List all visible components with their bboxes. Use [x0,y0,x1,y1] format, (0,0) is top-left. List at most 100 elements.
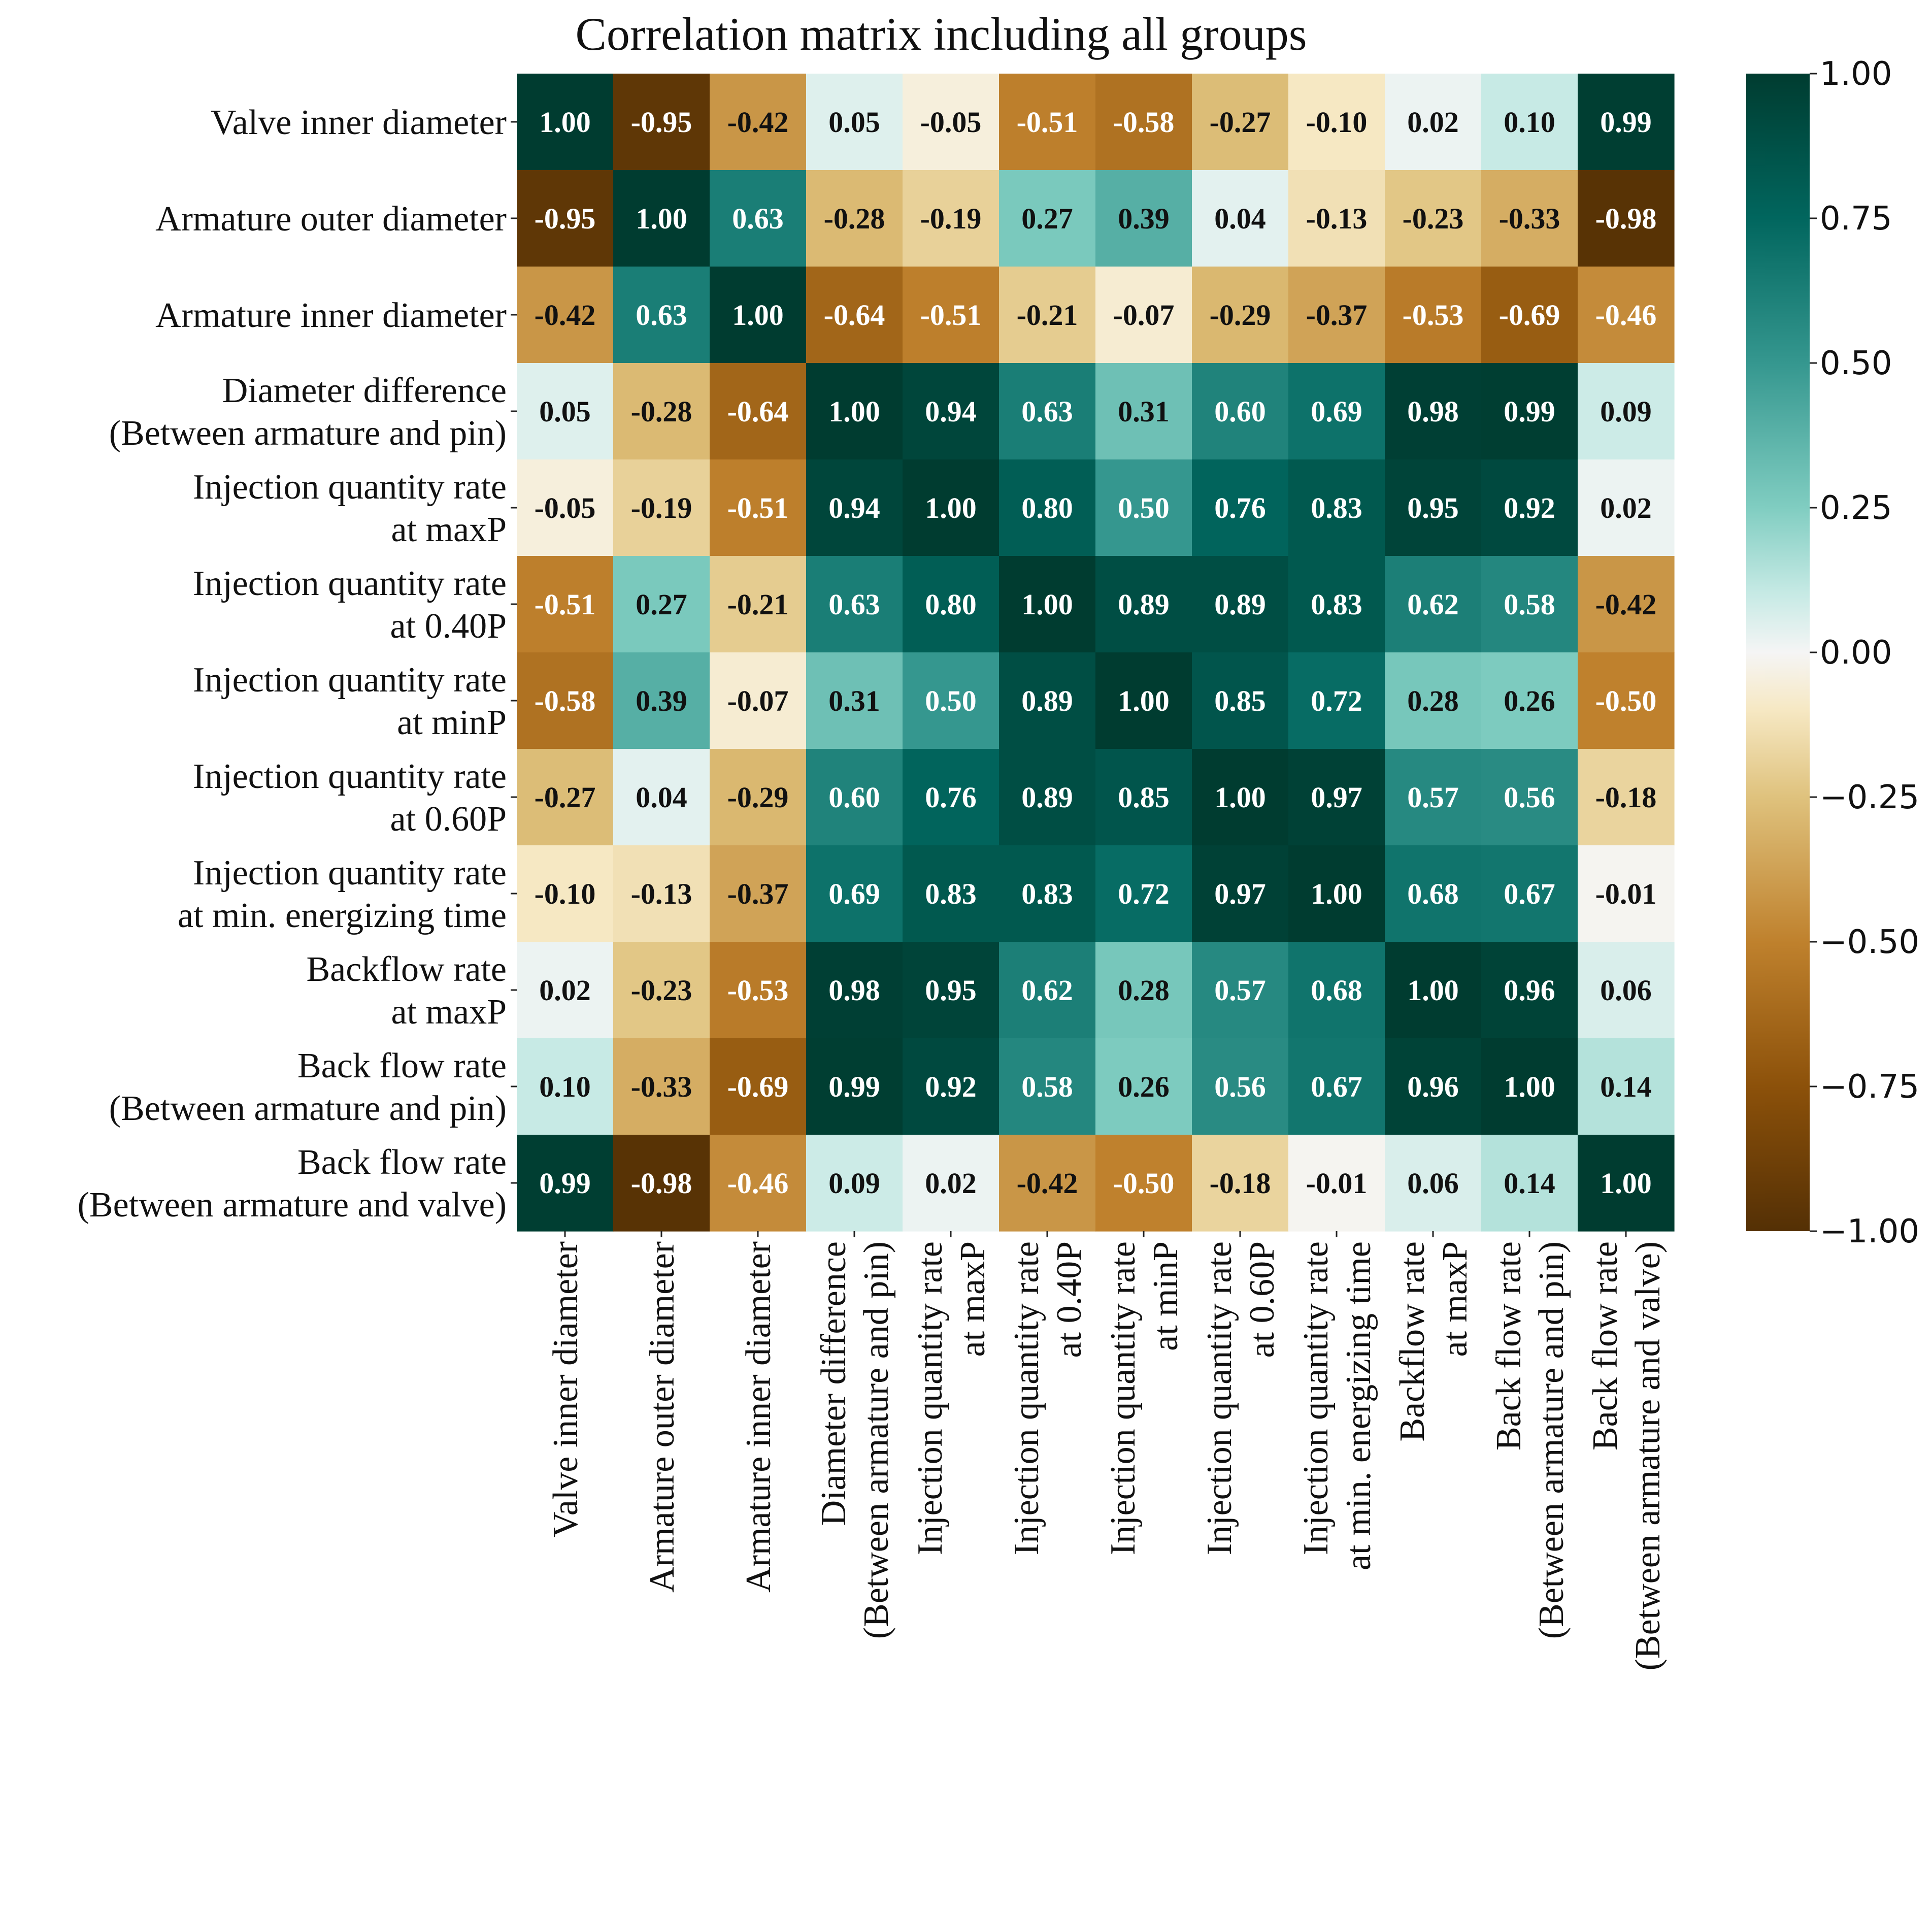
cell-value-label: 0.95 [925,974,977,1007]
heatmap-value-labels: 1.00 -0.95 -0.42 0.05 -0.05 -0.51 -0.58 -0.27 -0… [535,106,1657,1200]
cell-value-label: 0.02 [1600,491,1652,524]
heatmap-cell [517,459,614,556]
heatmap-cell [1288,74,1385,171]
heatmap-cell [1578,652,1675,749]
heatmap-cell [999,459,1096,556]
heatmap-cell [903,74,1000,171]
heatmap-cell [999,363,1096,460]
cell-value-label: 0.39 [1118,202,1170,235]
cell-value-label: 0.14 [1504,1167,1555,1200]
heatmap-cell [710,363,807,460]
cell-value-label: -0.37 [727,877,789,910]
cell-value-label: 0.80 [1021,491,1073,524]
heatmap-cell [710,459,807,556]
heatmap-cell [1192,652,1289,749]
cell-value-label: 0.27 [636,588,687,621]
cell-value-label: -0.28 [631,395,692,428]
cell-value-label: 0.85 [1214,684,1266,717]
x-tick-label: at minP [1146,1241,1185,1351]
cell-value-label: -0.27 [535,781,596,814]
cell-value-label: 0.60 [828,781,880,814]
cell-value-label: 0.63 [828,588,880,621]
heatmap-cell [1385,363,1482,460]
y-tick-label: (Between armature and valve) [78,1185,507,1225]
heatmap-cell [806,749,903,846]
heatmap-cell [1578,459,1675,556]
heatmap-cell [1385,845,1482,942]
cell-value-label: 0.02 [925,1167,977,1200]
cell-value-label: -0.53 [727,974,789,1007]
heatmap-cell [903,942,1000,1039]
heatmap-cell [613,267,710,364]
y-tick-label: Armature inner diameter [155,296,507,335]
heatmap-cell [903,1038,1000,1135]
cell-value-label: -0.58 [1113,106,1175,139]
cell-value-label: 1.00 [1504,1070,1555,1103]
cell-value-label: 0.39 [636,684,687,717]
heatmap-cell [1192,845,1289,942]
cell-value-label: 1.00 [1021,588,1073,621]
cell-value-label: -0.19 [920,202,982,235]
cell-value-label: 0.67 [1311,1070,1362,1103]
cell-value-label: -0.07 [727,684,789,717]
heatmap-cell [1095,459,1192,556]
cell-value-label: 0.76 [1214,491,1266,524]
heatmap-cell [710,1038,807,1135]
cell-value-label: 0.02 [1407,106,1459,139]
cell-value-label: -0.42 [727,106,789,139]
cell-value-label: -0.33 [631,1070,692,1103]
colorbar-tick-label: −0.50 [1820,924,1919,961]
heatmap-cell [1385,170,1482,267]
heatmap-cell [1578,556,1675,653]
heatmap-cell [1095,749,1192,846]
cell-value-label: 0.50 [925,684,977,717]
heatmap-cell [806,942,903,1039]
cell-value-label: -0.46 [1595,299,1657,332]
cell-value-label: -0.53 [1403,299,1464,332]
heatmap-cell [1578,749,1675,846]
cell-value-label: 0.68 [1311,974,1362,1007]
heatmap-cell [806,1135,903,1232]
cell-value-label: -0.01 [1306,1167,1368,1200]
x-tick-label-group: Injection quantity rate at 0.60P [1200,1241,1282,1555]
cell-value-label: 0.06 [1600,974,1652,1007]
y-tick-label: Injection quantity rate [193,468,507,507]
y-tick-label: at maxP [391,510,507,549]
x-tick-label: (Between armature and pin) [857,1241,896,1639]
cell-value-label: 0.62 [1407,588,1459,621]
heatmap-cell [903,556,1000,653]
cell-value-label: 0.92 [1504,491,1555,524]
x-tick-label-group: Armature inner diameter [739,1241,778,1593]
heatmap-cell [999,942,1096,1039]
y-tick-label: Diameter difference [222,371,507,410]
heatmap-cell [806,459,903,556]
colorbar-tick-label: 0.00 [1820,634,1892,672]
heatmap-cell [517,1135,614,1232]
cell-value-label: 1.00 [636,202,687,235]
cell-value-label: 0.98 [828,974,880,1007]
x-tick-label: Backflow rate [1393,1241,1432,1442]
x-axis: Valve inner diameter Armature outer diame… [546,1231,1668,1670]
heatmap-cell [613,652,710,749]
heatmap-cell [1288,267,1385,364]
heatmap-cell [1288,556,1385,653]
cell-value-label: 0.62 [1021,974,1073,1007]
heatmap-cell [903,267,1000,364]
x-tick-label-group: Injection quantity rate at min. energizin… [1296,1241,1378,1570]
heatmap-cell [517,749,614,846]
cell-value-label: 0.69 [1311,395,1362,428]
heatmap-cell [1578,267,1675,364]
cell-value-label: 0.26 [1504,684,1555,717]
cell-value-label: -0.64 [824,299,885,332]
heatmap-cell [999,749,1096,846]
heatmap-cell [710,652,807,749]
cell-value-label: 0.63 [636,299,687,332]
heatmap-cell [1095,74,1192,171]
y-tick-label: (Between armature and pin) [109,414,507,453]
cell-value-label: 0.28 [1407,684,1459,717]
heatmap-cell [1578,1135,1675,1232]
y-tick-label: at minP [397,703,507,742]
heatmap-cell [1095,556,1192,653]
cell-value-label: -0.10 [1306,106,1368,139]
